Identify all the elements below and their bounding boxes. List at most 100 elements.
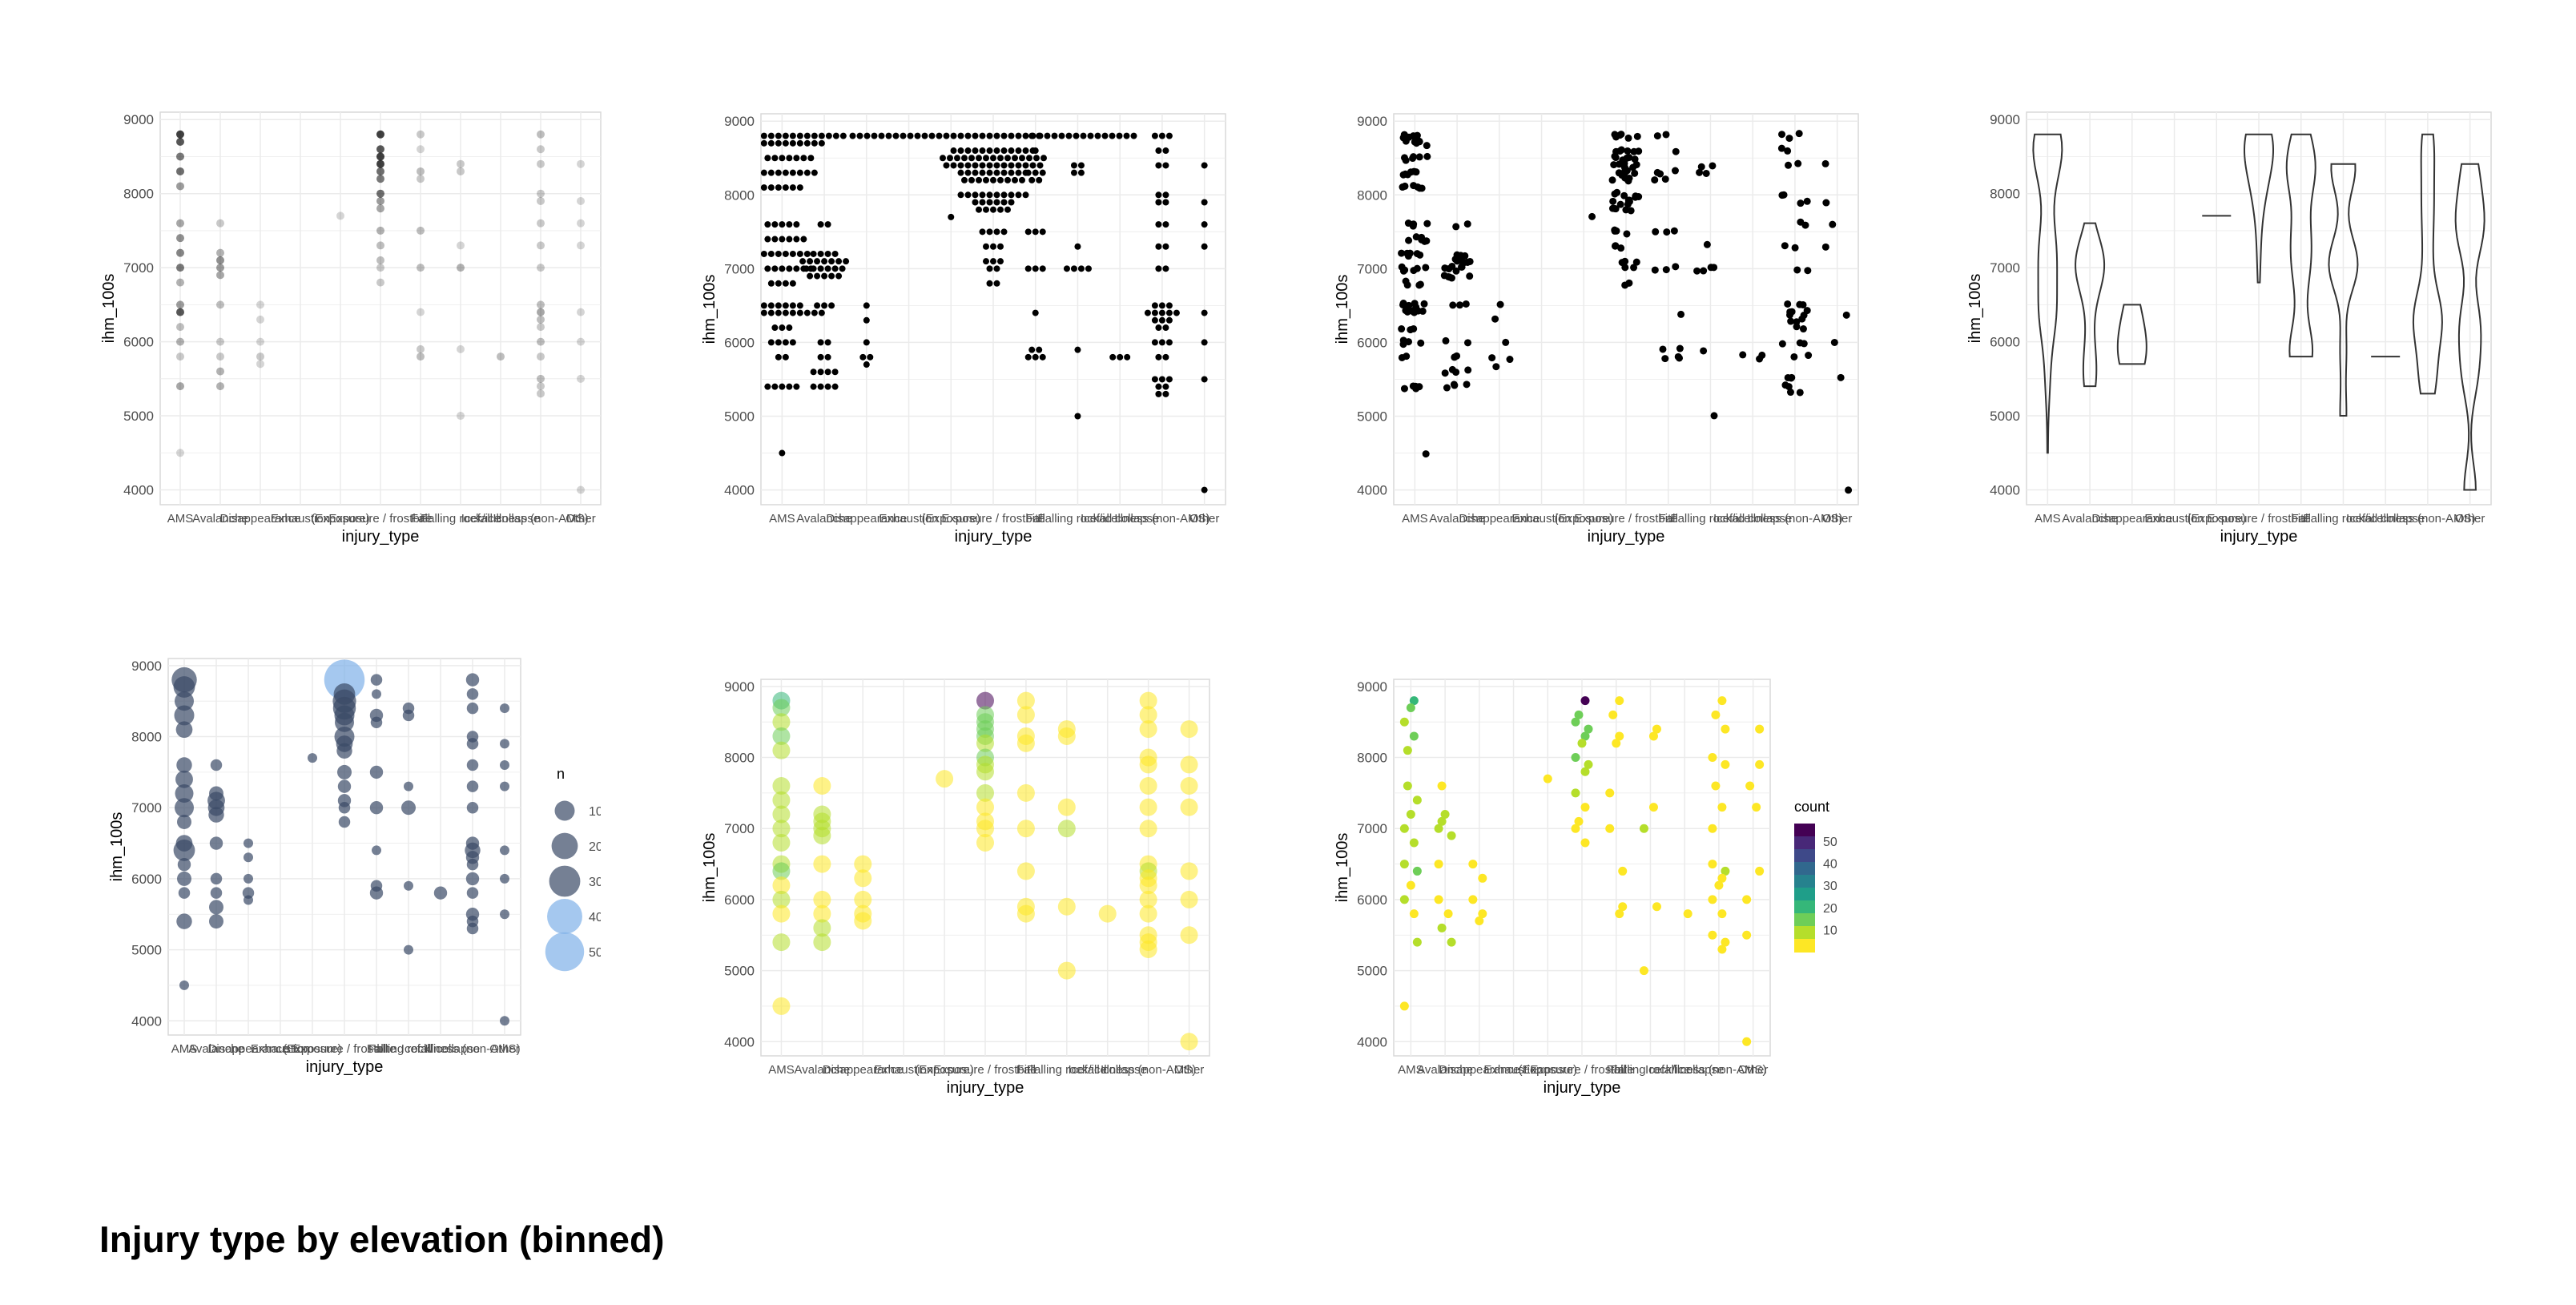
data-point (1398, 249, 1406, 257)
x-tick-label: AMS (769, 512, 795, 526)
data-dot (839, 265, 846, 272)
data-point (1580, 838, 1590, 848)
data-point (1452, 267, 1460, 275)
y-tick-label: 9000 (724, 679, 755, 695)
y-axis-title: ihm_100s (108, 812, 126, 882)
data-dot (796, 132, 803, 139)
data-dot (793, 155, 800, 162)
data-dot (1162, 353, 1169, 360)
x-tick-label: (Exposure) (1555, 512, 1613, 526)
colorbar-segment (1794, 913, 1815, 920)
data-point (497, 352, 505, 361)
data-dot (1024, 169, 1032, 176)
data-point (1399, 860, 1409, 869)
data-point (1785, 161, 1793, 169)
data-bubble (338, 801, 351, 814)
data-point (1399, 301, 1407, 309)
data-dot (986, 132, 993, 139)
data-dot (811, 309, 818, 316)
y-tick-label: 5000 (1990, 409, 2020, 424)
data-point (976, 763, 994, 781)
data-dot (957, 132, 964, 139)
data-dot (1094, 132, 1101, 139)
x-tick-label: Avalanche (188, 1042, 244, 1056)
data-point (1711, 781, 1721, 791)
data-point (1571, 717, 1580, 727)
data-point (1609, 197, 1617, 205)
y-tick-label: 5000 (724, 964, 755, 979)
data-dot (803, 250, 811, 257)
data-dot (1028, 176, 1036, 183)
data-point (1717, 945, 1727, 954)
data-point (1612, 739, 1621, 748)
data-point (1676, 344, 1684, 352)
data-dot (885, 132, 892, 139)
data-point (1502, 338, 1510, 346)
data-point (1139, 777, 1157, 795)
data-dot (810, 250, 817, 257)
data-point (1463, 220, 1471, 228)
data-dot (818, 132, 825, 139)
data-point (1755, 724, 1765, 734)
data-point (1618, 866, 1628, 876)
data-point (1407, 326, 1415, 334)
data-dot (849, 132, 856, 139)
data-dot (810, 369, 817, 376)
data-dot (782, 302, 789, 309)
data-point (1451, 353, 1459, 361)
x-tick-label: Icefall collapse (2346, 512, 2425, 526)
data-dot (1000, 147, 1008, 155)
x-tick-label: Fall (367, 1042, 386, 1056)
data-dot (839, 132, 847, 139)
data-dot (760, 184, 767, 191)
data-dot (1008, 191, 1015, 199)
data-dot (1070, 169, 1077, 176)
y-tick-label: 7000 (1990, 260, 2020, 276)
data-bubble (175, 784, 194, 803)
data-dot (1117, 353, 1124, 360)
data-point (216, 248, 224, 257)
data-bubble (500, 1016, 509, 1026)
chart-panel-count-colored: 4000 5000 6000 7000 8000 9000 AMS Avalanche Disa… (1330, 671, 1874, 1108)
data-point (1180, 798, 1198, 816)
data-bubble (173, 840, 195, 861)
chart-panel-hex-alpha: 4000 5000 6000 7000 8000 9000 AMS Avalanche Disa… (697, 671, 1242, 1108)
x-tick-label: Falling rock/ice (1670, 512, 1750, 526)
data-point (1613, 188, 1621, 196)
x-tick-label: (Exposure) (1519, 1063, 1577, 1077)
data-bubble (500, 781, 509, 791)
data-dot (961, 155, 968, 162)
data-point (1180, 755, 1198, 774)
data-dot (943, 132, 950, 139)
data-dot (817, 339, 824, 346)
data-dot (779, 383, 786, 390)
data-dot (990, 258, 996, 265)
data-point (1797, 218, 1805, 226)
data-dot (986, 280, 993, 287)
data-point (1403, 171, 1411, 179)
data-point (1016, 734, 1035, 752)
data-point (1785, 383, 1793, 391)
data-dot (1000, 132, 1008, 139)
data-point (1717, 696, 1727, 706)
data-point (1416, 184, 1424, 192)
data-point (1452, 223, 1460, 231)
x-tick-label: Exhaustion (1483, 1063, 1543, 1077)
page-title: Injury type by elevation (binned) (99, 1218, 665, 1260)
x-tick-label: AMS (2035, 512, 2061, 526)
data-dot (1015, 191, 1022, 199)
data-dot (767, 250, 775, 257)
data-point (1496, 300, 1504, 308)
data-dot (1015, 169, 1022, 176)
colorbar-segment (1794, 894, 1815, 901)
data-point (1406, 880, 1415, 890)
y-tick-label: 4000 (724, 483, 755, 498)
data-dot (976, 155, 982, 162)
data-dot (957, 191, 964, 199)
data-point (1457, 252, 1465, 260)
data-point (772, 777, 791, 795)
data-dot (1165, 316, 1173, 324)
data-dot (1144, 309, 1151, 316)
data-point (1442, 336, 1450, 344)
y-tick-label: 8000 (1990, 187, 2020, 202)
